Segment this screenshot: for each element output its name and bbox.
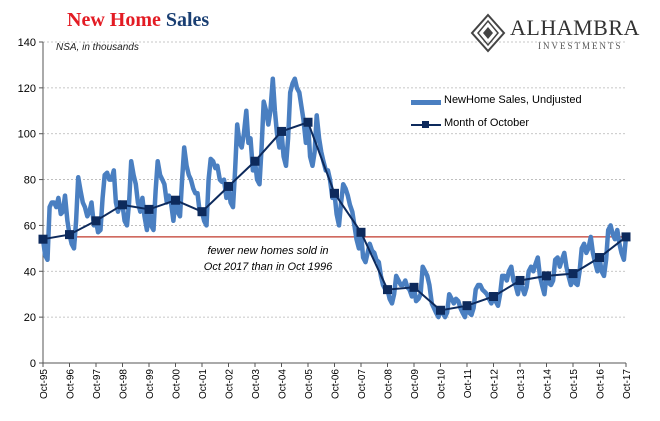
x-tick-label: Oct-00	[172, 369, 183, 399]
x-tick-label: Oct-08	[384, 369, 395, 399]
x-tick-label: Oct-16	[596, 369, 607, 399]
x-tick-label: Oct-99	[145, 369, 156, 399]
october-point	[38, 234, 48, 244]
october-point	[330, 188, 339, 198]
x-tick-label: Oct-95	[39, 369, 50, 399]
y-tick-label: 100	[18, 129, 36, 141]
october-point	[224, 181, 233, 191]
chart-subtitle: NSA, in thousands	[56, 42, 139, 53]
x-tick-label: Oct-09	[410, 369, 421, 399]
annotation-line-2: Oct 2017 than in Oct 1996	[203, 261, 333, 273]
october-point	[462, 301, 472, 311]
x-tick-label: Oct-12	[490, 369, 501, 399]
legend-label-october: Month of October	[444, 117, 529, 129]
x-tick-label: Oct-11	[463, 369, 474, 399]
october-point	[65, 230, 74, 240]
october-point	[621, 232, 631, 242]
x-tick-labels: Oct-95 Oct-96 Oct-97 Oct-98 Oct-99 Oct-00 Oct-…	[39, 369, 633, 399]
x-tick-label: Oct-17	[622, 369, 633, 399]
x-tick-label: Oct-05	[304, 369, 315, 399]
x-tick-label: Oct-10	[437, 369, 448, 399]
logo-subtitle: INVESTMENTS	[538, 41, 623, 51]
october-point	[595, 253, 604, 263]
title-part-blue: Sales	[165, 9, 210, 31]
october-point	[568, 269, 578, 279]
logo: ALHAMBRA INVESTMENTS	[470, 13, 660, 53]
y-tick-label: 140	[18, 37, 36, 49]
x-tick-label: Oct-07	[357, 369, 368, 399]
october-point	[356, 227, 366, 237]
logo-name: ALHAMBRA	[510, 15, 640, 40]
october-point	[489, 292, 498, 302]
diamond-logo-icon	[470, 13, 506, 53]
y-tick-label: 80	[24, 175, 36, 187]
y-tick-label: 60	[24, 220, 36, 232]
legend-swatch-monthly	[411, 100, 441, 105]
october-point	[409, 282, 419, 292]
x-tick-label: Oct-06	[331, 369, 342, 399]
axes	[39, 41, 627, 367]
series-monthly-line	[40, 76, 629, 320]
x-tick-label: Oct-15	[569, 369, 580, 399]
october-point	[118, 200, 127, 210]
october-point	[277, 126, 286, 136]
y-tick-label: 40	[24, 266, 36, 278]
x-tick-label: Oct-97	[92, 369, 103, 399]
annotation: fewer new homes sold in Oct 2017 than in…	[168, 243, 368, 275]
october-point	[436, 305, 445, 315]
series-october-line	[42, 121, 627, 312]
y-tick-label: 0	[30, 358, 36, 370]
series	[38, 76, 631, 320]
x-tick-label: Oct-04	[278, 369, 289, 399]
legend-marker-october	[422, 121, 429, 128]
october-point	[197, 207, 207, 217]
october-point	[303, 117, 313, 127]
x-tick-label: Oct-01	[198, 369, 209, 399]
october-point	[383, 285, 392, 295]
october-point	[144, 204, 154, 214]
october-point	[542, 271, 551, 281]
x-tick-label: Oct-98	[119, 369, 130, 399]
october-point	[515, 275, 525, 285]
x-tick-label: Oct-02	[225, 369, 236, 399]
y-tick-label: 20	[24, 312, 36, 324]
chart-title: New Home Sales	[67, 9, 209, 32]
legend-label-monthly: NewHome Sales, Undjusted	[444, 94, 582, 106]
x-tick-label: Oct-96	[66, 369, 77, 399]
x-tick-label: Oct-14	[543, 369, 554, 399]
october-point	[171, 195, 180, 205]
october-point	[91, 216, 101, 226]
x-tick-label: Oct-13	[516, 369, 527, 399]
annotation-line-1: fewer new homes sold in	[207, 245, 329, 257]
october-point	[250, 156, 260, 166]
title-part-red: New Home	[67, 9, 161, 31]
reference-line	[68, 233, 626, 241]
y-tick-label: 120	[18, 83, 36, 95]
y-tick-labels: 0 20 40 60 80 100 120 140	[18, 37, 36, 370]
x-tick-label: Oct-03	[251, 369, 262, 399]
